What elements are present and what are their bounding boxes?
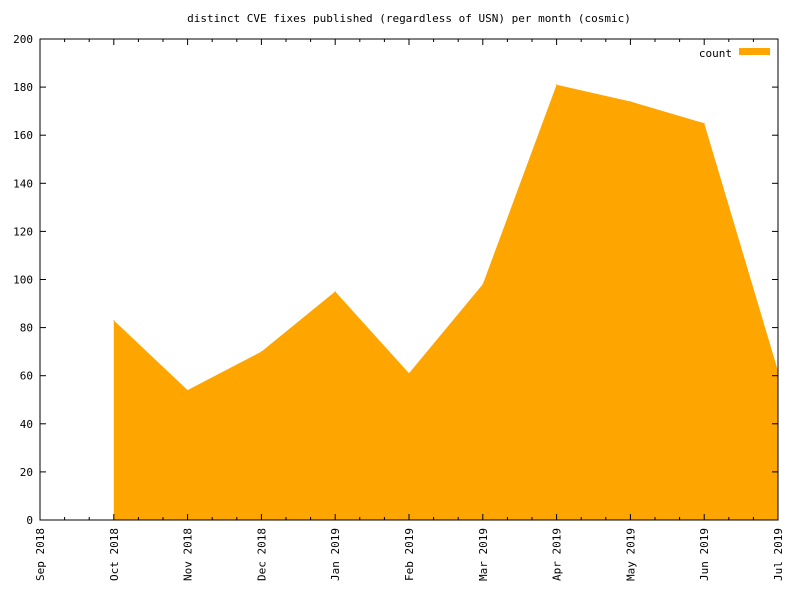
x-tick-label: Sep 2018 xyxy=(34,528,47,581)
x-tick-label: Jul 2019 xyxy=(772,528,785,581)
x-tick-label: Jan 2019 xyxy=(329,528,342,581)
x-tick-label: Mar 2019 xyxy=(477,528,490,581)
y-tick-label: 120 xyxy=(13,225,33,238)
x-axis: Sep 2018 Oct 2018 Nov 2018 Dec 2018 Jan 2019… xyxy=(34,39,785,581)
data-point-jan-2019 xyxy=(334,291,336,292)
legend: count xyxy=(699,47,770,60)
y-tick-label: 0 xyxy=(26,514,33,527)
y-tick-label: 140 xyxy=(13,177,33,190)
x-tick-label: Dec 2018 xyxy=(255,528,268,581)
data-point-may-2019 xyxy=(629,101,631,102)
x-tick-label: May 2019 xyxy=(624,528,637,581)
y-tick-label: 160 xyxy=(13,129,33,142)
y-tick-label: 100 xyxy=(13,274,33,287)
legend-swatch-count xyxy=(739,48,770,55)
chart-title: distinct CVE fixes published (regardless… xyxy=(187,12,631,25)
data-point-apr-2019 xyxy=(556,84,558,86)
data-point-nov-2018 xyxy=(187,389,189,391)
data-point-dec-2018 xyxy=(260,351,262,353)
y-tick-label: 200 xyxy=(13,33,33,46)
legend-label-count: count xyxy=(699,47,732,60)
data-point-mar-2019 xyxy=(482,283,484,285)
x-tick-label: Apr 2019 xyxy=(551,528,564,581)
area-layer xyxy=(113,84,779,520)
y-tick-label: 60 xyxy=(20,370,33,383)
data-point-jun-2019 xyxy=(703,122,705,124)
y-tick-label: 80 xyxy=(20,322,33,335)
y-tick-label: 20 xyxy=(20,466,33,479)
y-tick-label: 180 xyxy=(13,81,33,94)
area-series-count xyxy=(113,84,779,520)
x-tick-label: Nov 2018 xyxy=(182,528,195,581)
data-point-feb-2019 xyxy=(408,372,410,374)
x-tick-label: Feb 2019 xyxy=(403,528,416,581)
x-tick-label: Jun 2019 xyxy=(698,528,711,581)
y-axis: 0 20 40 60 80 100 120 140 160 180 200 xyxy=(13,33,778,527)
data-point-oct-2018 xyxy=(113,319,115,321)
x-tick-label: Oct 2018 xyxy=(108,528,121,581)
y-tick-label: 40 xyxy=(20,418,33,431)
